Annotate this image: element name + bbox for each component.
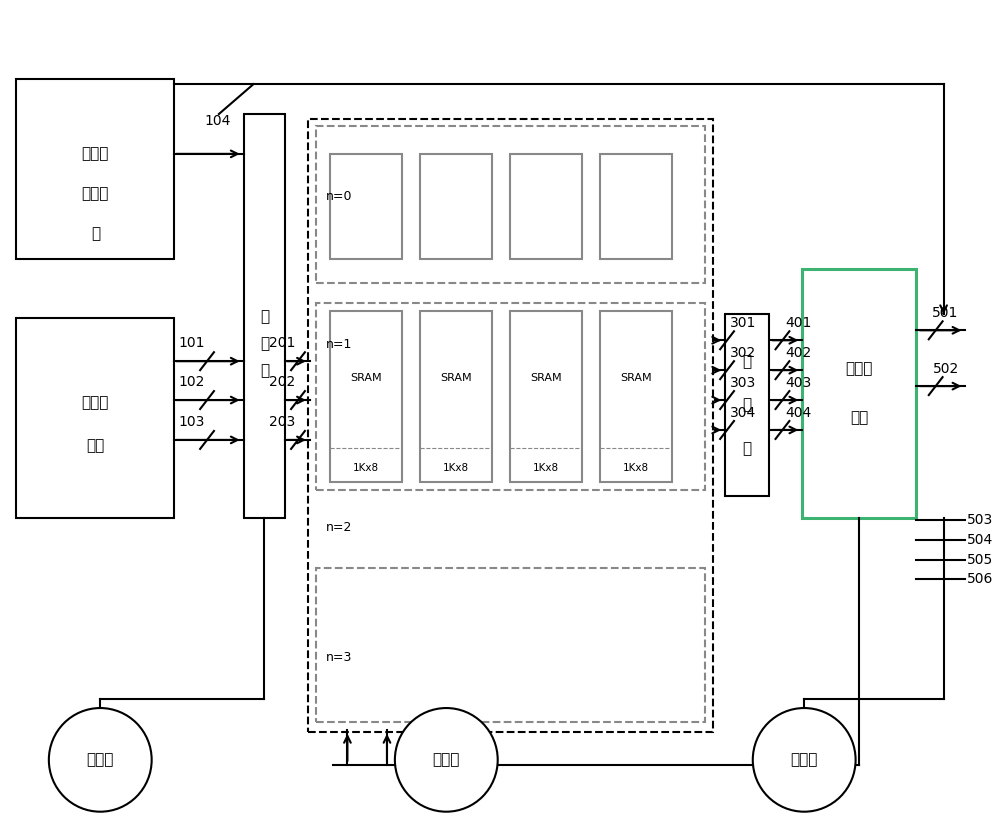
Bar xyxy=(510,154,582,259)
Text: 501: 501 xyxy=(932,307,959,320)
Bar xyxy=(316,303,705,489)
Text: 寄: 寄 xyxy=(260,309,269,323)
Text: n=2: n=2 xyxy=(326,521,352,534)
Bar xyxy=(16,79,174,259)
Text: n=3: n=3 xyxy=(326,650,352,664)
Text: 202: 202 xyxy=(269,375,295,389)
Bar xyxy=(316,567,705,722)
Text: 303: 303 xyxy=(730,376,756,391)
Text: 读控制: 读控制 xyxy=(82,396,109,411)
Text: 404: 404 xyxy=(785,406,812,420)
Text: 相关模: 相关模 xyxy=(82,186,109,201)
Bar xyxy=(330,154,402,259)
Text: n=1: n=1 xyxy=(326,338,352,351)
Bar xyxy=(510,312,582,482)
Text: 器: 器 xyxy=(260,363,269,378)
Bar xyxy=(600,312,672,482)
Text: 写控制: 写控制 xyxy=(845,360,873,375)
Text: 寄: 寄 xyxy=(742,354,751,369)
Text: 执行级: 执行级 xyxy=(433,753,460,768)
Text: 返回级: 返回级 xyxy=(791,753,818,768)
Bar xyxy=(802,268,916,518)
Bar xyxy=(420,312,492,482)
Text: 模块: 模块 xyxy=(850,411,868,426)
Text: SRAM: SRAM xyxy=(530,373,561,383)
Bar xyxy=(725,314,769,496)
Text: 504: 504 xyxy=(967,533,994,546)
Text: 403: 403 xyxy=(785,376,812,391)
Text: 401: 401 xyxy=(785,316,812,330)
Text: 104: 104 xyxy=(204,114,230,128)
Text: SRAM: SRAM xyxy=(620,373,651,383)
Circle shape xyxy=(753,708,856,812)
Text: 1Kx8: 1Kx8 xyxy=(623,463,649,473)
Text: n=0: n=0 xyxy=(326,190,352,204)
Bar xyxy=(244,114,285,518)
Text: 模块: 模块 xyxy=(86,438,104,453)
Text: 505: 505 xyxy=(967,552,994,566)
Text: 1Kx8: 1Kx8 xyxy=(533,463,559,473)
Text: 103: 103 xyxy=(178,415,204,429)
Text: 502: 502 xyxy=(932,362,959,376)
Text: 取指级: 取指级 xyxy=(87,753,114,768)
Text: 存: 存 xyxy=(742,397,751,412)
Bar xyxy=(16,318,174,518)
Text: 304: 304 xyxy=(730,406,756,420)
Text: 存: 存 xyxy=(260,336,269,351)
Circle shape xyxy=(49,708,152,812)
Text: SRAM: SRAM xyxy=(440,373,471,383)
Bar xyxy=(330,312,402,482)
Text: 301: 301 xyxy=(730,316,756,330)
Bar xyxy=(600,154,672,259)
Bar xyxy=(420,154,492,259)
Text: 102: 102 xyxy=(178,375,204,389)
Bar xyxy=(316,126,705,283)
Text: 1Kx8: 1Kx8 xyxy=(353,463,379,473)
Text: 查找表: 查找表 xyxy=(82,147,109,162)
Text: 203: 203 xyxy=(269,415,295,429)
Text: 503: 503 xyxy=(967,513,994,526)
Text: 器: 器 xyxy=(742,441,751,456)
Text: 402: 402 xyxy=(785,346,812,360)
Circle shape xyxy=(395,708,498,812)
Bar xyxy=(308,119,713,732)
Text: SRAM: SRAM xyxy=(350,373,382,383)
Text: 块: 块 xyxy=(91,226,100,241)
Text: 101: 101 xyxy=(178,336,204,350)
Text: 506: 506 xyxy=(967,572,994,587)
Text: 302: 302 xyxy=(730,346,756,360)
Text: 1Kx8: 1Kx8 xyxy=(443,463,469,473)
Text: 201: 201 xyxy=(269,336,295,350)
